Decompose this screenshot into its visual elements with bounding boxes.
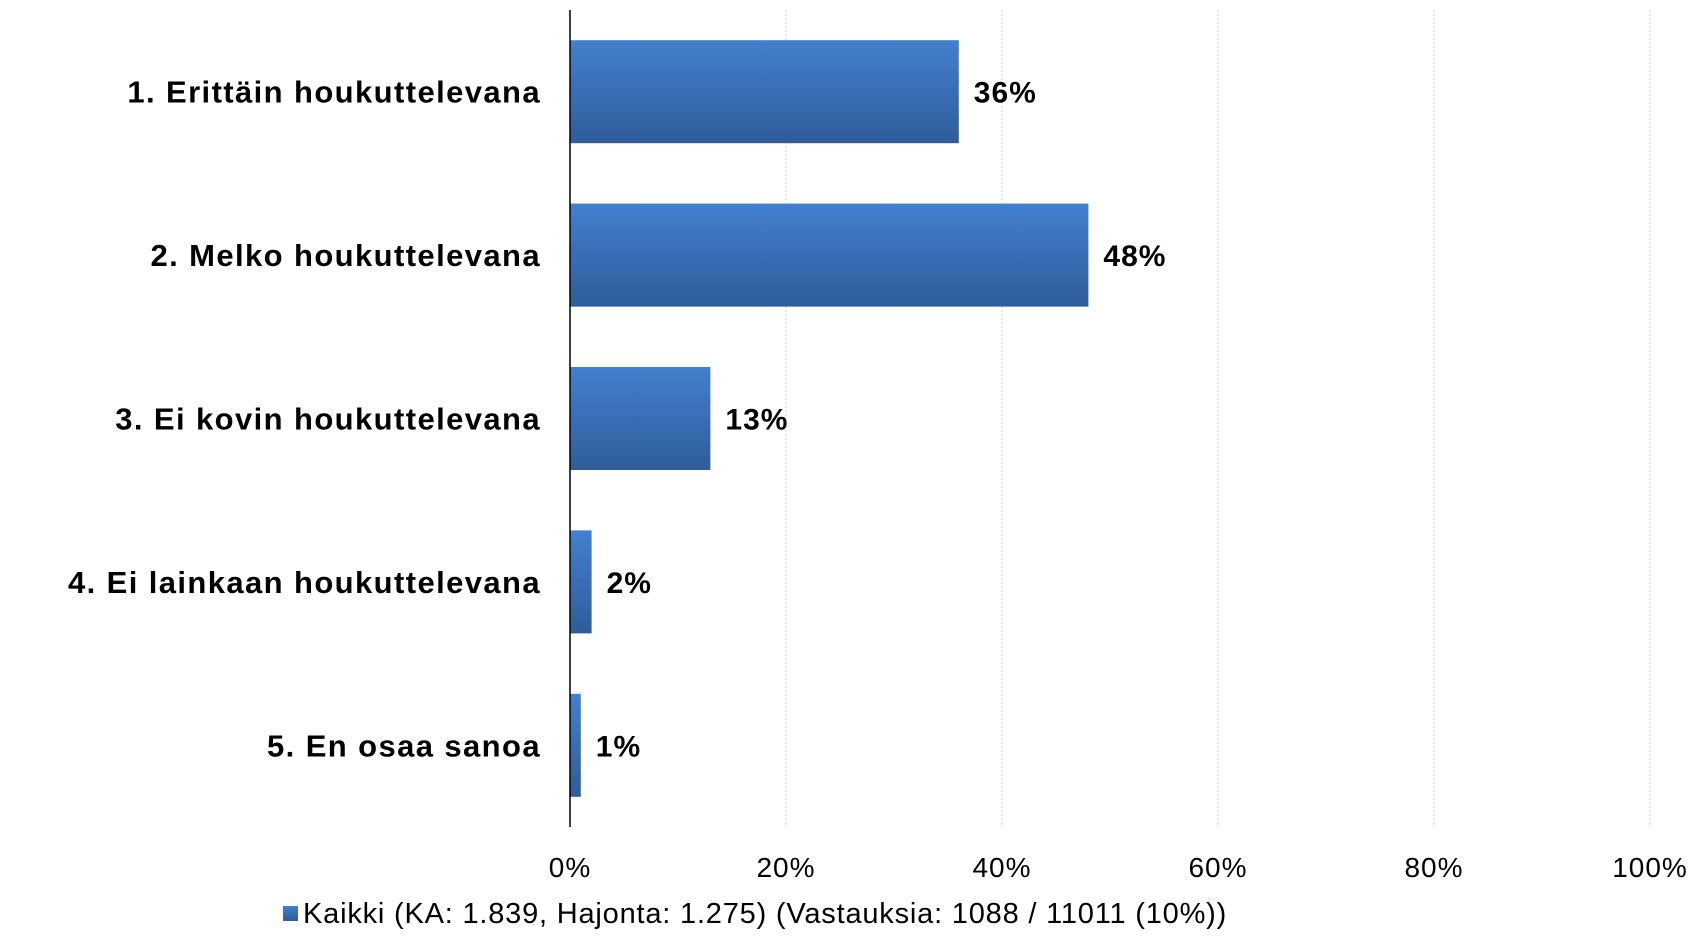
category-label: 1. Erittäin houkuttelevana (127, 75, 541, 110)
data-label: 13% (725, 404, 788, 437)
x-tick-label: 20% (756, 852, 815, 883)
data-label: 1% (596, 730, 641, 763)
x-tick-label: 100% (1612, 852, 1688, 883)
bar (570, 203, 1089, 307)
category-label: 4. Ei lainkaan houkuttelevana (68, 565, 541, 600)
bar (570, 530, 592, 634)
bar (570, 40, 959, 144)
x-tick-label: 60% (1188, 852, 1247, 883)
x-axis-ticks: 0% 20% 40% 60% 80% 100% (549, 852, 1688, 883)
data-labels: 36% 48% 13% 2% 1% (596, 77, 1166, 764)
legend-swatch (283, 906, 298, 921)
gridlines (785, 10, 1651, 827)
bar (570, 367, 711, 470)
x-tick-label: 0% (549, 852, 591, 883)
category-label: 2. Melko houkuttelevana (150, 238, 541, 273)
data-label: 2% (607, 567, 652, 600)
category-labels: 1. Erittäin houkuttelevana 2. Melko houku… (68, 75, 541, 764)
x-tick-label: 80% (1404, 852, 1463, 883)
legend: Kaikki (KA: 1.839, Hajonta: 1.275) (Vast… (283, 898, 1227, 930)
x-tick-label: 40% (972, 852, 1031, 883)
bars (570, 40, 1089, 797)
data-label: 48% (1103, 240, 1166, 273)
category-label: 5. En osaa sanoa (267, 728, 541, 763)
legend-label: Kaikki (KA: 1.839, Hajonta: 1.275) (Vast… (303, 898, 1227, 930)
data-label: 36% (974, 77, 1037, 110)
category-label: 3. Ei kovin houkuttelevana (115, 402, 541, 437)
bar (570, 693, 581, 797)
